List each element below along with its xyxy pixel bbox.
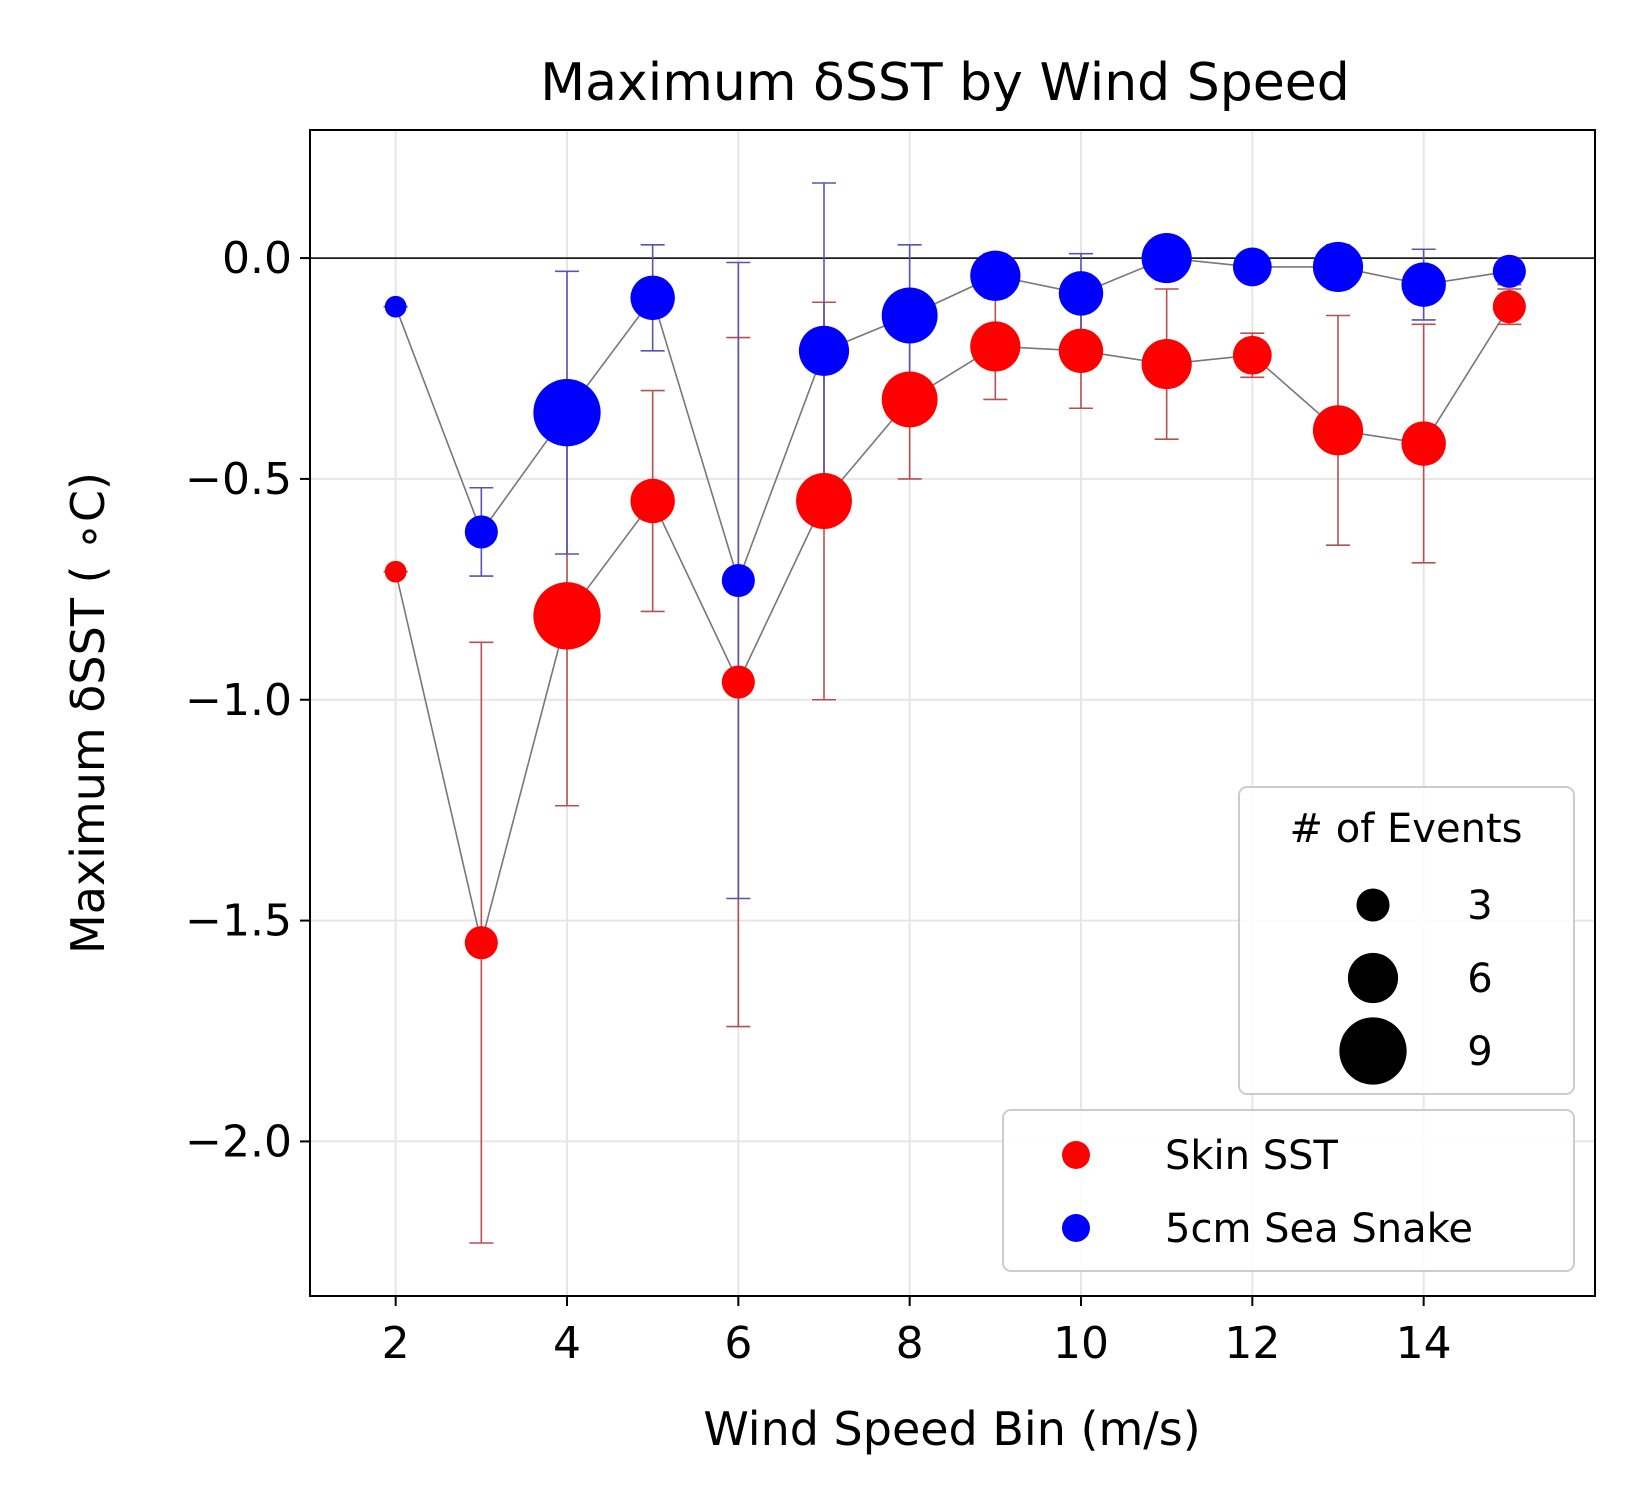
data-point-skin-sst — [533, 582, 601, 650]
data-point-sea-snake — [630, 275, 675, 321]
x-tick-label: 6 — [724, 1318, 752, 1369]
x-axis-label: Wind Speed Bin (m/s) — [703, 1402, 1200, 1456]
data-point-sea-snake — [1401, 262, 1446, 307]
data-point-skin-sst — [1141, 338, 1192, 390]
legend-label-sea-snake: 5cm Sea Snake — [1165, 1206, 1473, 1252]
size-legend-label: 3 — [1467, 883, 1492, 929]
size-legend-marker — [1356, 888, 1390, 922]
size-legend-marker — [1347, 952, 1399, 1004]
data-point-skin-sst — [1058, 328, 1104, 374]
data-point-sea-snake — [1058, 271, 1104, 316]
plot-area — [310, 182, 1595, 1244]
size-legend: # of Events 3 6 9 — [1238, 786, 1575, 1095]
data-point-sea-snake — [721, 563, 755, 598]
x-tick-label: 2 — [382, 1318, 410, 1369]
data-point-sea-snake — [1141, 232, 1192, 284]
y-tick-label: 0.0 — [222, 233, 292, 284]
data-point-sea-snake — [881, 287, 938, 344]
legend-label-skin-sst: Skin SST — [1165, 1133, 1339, 1179]
data-point-skin-sst — [384, 560, 407, 583]
size-legend-items: 3 6 9 — [1339, 883, 1493, 1085]
data-point-sea-snake — [1312, 241, 1364, 293]
x-axis: 2 4 6 8 10 12 14 — [382, 1296, 1452, 1369]
data-point-skin-sst — [1401, 421, 1446, 466]
size-legend-marker — [1339, 1017, 1407, 1085]
size-legend-title: # of Events — [1290, 806, 1523, 852]
data-point-sea-snake — [1492, 254, 1526, 288]
y-tick-label: −1.5 — [185, 896, 292, 947]
x-tick-label: 8 — [896, 1318, 924, 1369]
x-tick-label: 4 — [553, 1318, 581, 1369]
size-legend-label: 9 — [1467, 1029, 1492, 1075]
data-point-skin-sst — [1312, 405, 1364, 456]
series-legend-box — [1002, 1109, 1575, 1272]
size-legend-label: 6 — [1467, 956, 1492, 1002]
data-point-skin-sst — [1232, 335, 1272, 375]
chart-title: Maximum δSST by Wind Speed — [540, 53, 1349, 113]
plot-frame — [309, 129, 1596, 1297]
legend-marker-skin-sst — [1062, 1141, 1090, 1169]
y-axis-label: Maximum δSST ( ∘C) — [61, 472, 115, 954]
data-point-skin-sst — [970, 321, 1021, 372]
x-tick-label: 12 — [1224, 1318, 1280, 1369]
legend-marker-sea-snake — [1062, 1214, 1090, 1242]
data-point-skin-sst — [721, 665, 755, 699]
data-point-sea-snake — [384, 295, 407, 318]
data-point-skin-sst — [881, 371, 938, 428]
x-tick-label: 10 — [1053, 1318, 1109, 1369]
y-axis: 0.0 −0.5 −1.0 −1.5 −2.0 — [185, 233, 310, 1167]
data-point-sea-snake — [464, 515, 498, 549]
y-tick-label: −0.5 — [185, 454, 292, 505]
data-point-sea-snake — [1232, 247, 1272, 287]
data-point-skin-sst — [464, 926, 498, 960]
data-point-skin-sst — [1492, 290, 1526, 324]
data-point-skin-sst — [630, 478, 675, 524]
data-point-sea-snake — [798, 325, 850, 376]
y-tick-label: −1.0 — [185, 675, 292, 726]
y-tick-label: −2.0 — [185, 1116, 292, 1167]
data-point-sea-snake — [533, 379, 601, 447]
series-legend: Skin SST 5cm Sea Snake — [1002, 1109, 1575, 1272]
x-tick-label: 14 — [1396, 1318, 1452, 1369]
size-legend-box — [1238, 786, 1575, 1095]
data-point-sea-snake — [970, 250, 1021, 301]
data-point-skin-sst — [796, 473, 852, 529]
